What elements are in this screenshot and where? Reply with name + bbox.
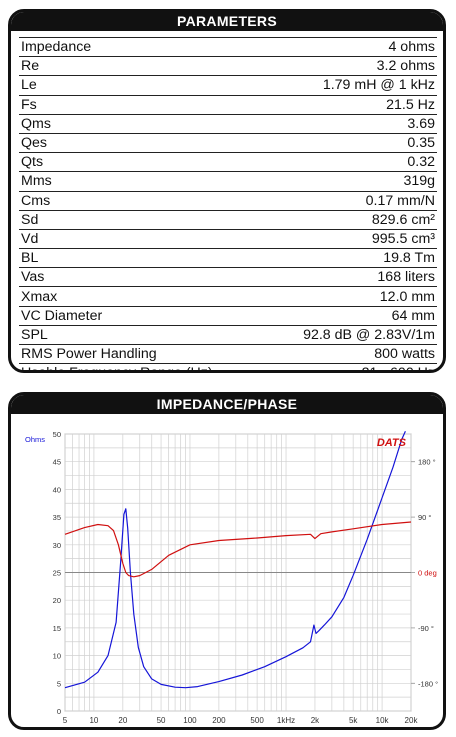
parameter-value: 92.8 dB @ 2.83V/1m: [265, 325, 437, 346]
y-tick-label: 45: [53, 458, 61, 467]
y-tick-label: 20: [53, 596, 61, 605]
parameter-label: Vd: [19, 229, 266, 250]
parameter-row: SPL 92.8 dB @ 2.83V/1m: [19, 325, 437, 346]
x-tick-label: 5k: [349, 716, 358, 725]
parameter-value: 4 ohms: [265, 36, 437, 58]
chart-curves: [64, 430, 412, 689]
x-tick-label: 1kHz: [277, 716, 295, 725]
x-tick-label: 100: [183, 716, 197, 725]
parameter-label: Sd: [19, 210, 266, 230]
parameter-value: 0.32: [265, 152, 437, 173]
parameter-row: VC Diameter 64 mm: [19, 306, 437, 326]
parameter-label: SPL: [19, 325, 266, 346]
parameter-label: RMS Power Handling: [19, 344, 266, 365]
parameter-value: 1.79 mH @ 1 kHz: [265, 75, 437, 96]
parameter-value: 21 - 600 Hz: [265, 363, 437, 370]
parameter-label: Usable Frequency Range (Hz): [19, 363, 266, 370]
parameter-value: 64 mm: [265, 306, 437, 326]
parameters-panel: PARAMETERS Impedance 4 ohms Re 3.2 ohms Le 1.…: [8, 9, 446, 373]
parameter-value: 829.6 cm²: [265, 210, 437, 230]
chart-labels: 5 10 20 50 100 200 500 1kHz 2k 5k 10k 20k0510152025…: [25, 430, 438, 725]
parameter-label: Cms: [19, 191, 266, 211]
y-tick-label: 50: [53, 430, 61, 439]
parameter-label: Qes: [19, 133, 266, 154]
parameter-value: 21.5 Hz: [265, 95, 437, 115]
dats-logo: DATS: [377, 437, 407, 449]
parameter-value: 168 liters: [265, 267, 437, 288]
parameter-label: Xmax: [19, 286, 266, 307]
y-tick-label: 35: [53, 513, 61, 522]
parameter-row: Qms 3.69: [19, 114, 437, 134]
parameter-label: Mms: [19, 171, 266, 192]
y-tick-label: 30: [53, 541, 61, 550]
impedance-panel: IMPEDANCE/PHASE 5 10 20 50 100 200 500 1kHz 2k 5k…: [8, 392, 446, 730]
parameter-value: 3.2 ohms: [265, 56, 437, 77]
x-tick-label: 5: [63, 716, 68, 725]
parameter-label: Re: [19, 56, 266, 77]
x-tick-label: 500: [250, 716, 264, 725]
parameter-value: 19.8 Tm: [265, 248, 437, 269]
parameter-row: Le 1.79 mH @ 1 kHz: [19, 75, 437, 96]
parameter-value: 800 watts: [265, 344, 437, 365]
parameter-label: Impedance: [19, 36, 266, 58]
parameter-row: Xmax 12.0 mm: [19, 286, 437, 307]
parameter-value: 3.69: [265, 114, 437, 134]
phase-curve: [64, 521, 412, 578]
x-tick-label: 10: [89, 716, 98, 725]
parameter-row: Fs 21.5 Hz: [19, 95, 437, 115]
parameter-row: Qes 0.35: [19, 133, 437, 154]
parameter-value: 995.5 cm³: [265, 229, 437, 250]
parameter-row: RMS Power Handling 800 watts: [19, 344, 437, 365]
parameter-row: BL 19.8 Tm: [19, 248, 437, 269]
y-tick-label: 15: [53, 624, 61, 633]
parameter-row: Usable Frequency Range (Hz)21 - 600 Hz: [19, 363, 437, 370]
parameter-row: Mms 319g: [19, 171, 437, 192]
x-tick-label: 20: [118, 716, 127, 725]
parameter-value: 0.35: [265, 133, 437, 154]
parameter-label: VC Diameter: [19, 306, 266, 326]
parameter-label: Le: [19, 75, 266, 96]
parameter-row: Qts 0.32: [19, 152, 437, 173]
parameter-label: Fs: [19, 95, 266, 115]
y-tick-label: 5: [57, 679, 61, 688]
impedance-title: IMPEDANCE/PHASE: [11, 395, 443, 414]
parameter-row: Vas 168 liters: [19, 267, 437, 288]
parameter-value: 319g: [265, 171, 437, 192]
parameter-label: Vas: [19, 267, 266, 288]
parameters-table: Impedance 4 ohms Re 3.2 ohms Le 1.79 mH @ 1 k…: [19, 36, 437, 370]
y-tick-label: 40: [53, 485, 61, 494]
parameter-label: Qts: [19, 152, 266, 173]
phase-tick-label: 180 °: [418, 458, 436, 467]
phase-tick-label: 90 °: [418, 513, 431, 522]
parameter-row: Sd 829.6 cm²: [19, 210, 437, 230]
x-tick-label: 10k: [376, 716, 390, 725]
parameter-label: BL: [19, 248, 266, 269]
left-axis-unit: Ohms: [25, 435, 45, 444]
chart-grid: [64, 433, 415, 712]
parameters-title: PARAMETERS: [11, 12, 443, 31]
x-tick-label: 20k: [405, 716, 419, 725]
impedance-curve: [64, 430, 406, 689]
y-tick-label: 10: [53, 652, 61, 661]
parameter-value: 0.17 mm/N: [265, 191, 437, 211]
phase-tick-label: -90 °: [418, 624, 434, 633]
y-tick-label: 25: [53, 569, 61, 578]
parameter-row: Re 3.2 ohms: [19, 56, 437, 77]
parameter-row: Impedance 4 ohms: [19, 36, 437, 58]
parameter-label: Qms: [19, 114, 266, 134]
phase-tick-label: 0 deg: [418, 569, 437, 578]
parameter-row: Vd 995.5 cm³: [19, 229, 437, 250]
x-tick-label: 2k: [311, 716, 320, 725]
y-tick-label: 0: [57, 707, 61, 716]
impedance-phase-chart: 5 10 20 50 100 200 500 1kHz 2k 5k 10k 20k0510152025…: [25, 430, 438, 725]
x-tick-label: 200: [212, 716, 226, 725]
parameter-row: Cms 0.17 mm/N: [19, 191, 437, 211]
phase-tick-label: -180 °: [418, 679, 438, 688]
x-tick-label: 50: [157, 716, 166, 725]
parameter-value: 12.0 mm: [265, 286, 437, 307]
